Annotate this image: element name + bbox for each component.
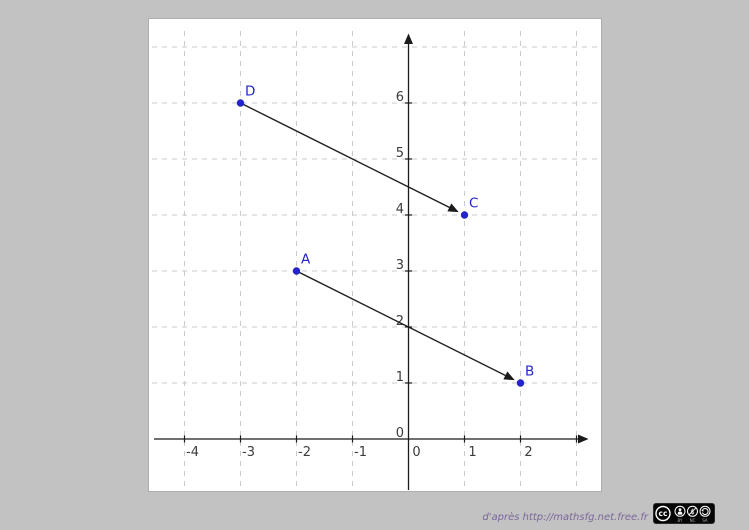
cc-license-badge[interactable]: cc BY $ NC SA — [653, 503, 715, 524]
x-tick-label: 1 — [468, 445, 476, 460]
cc-badge-graphic: cc BY $ NC SA — [653, 503, 715, 524]
vector-AB[interactable] — [296, 270, 515, 381]
x-tick-label: 0 — [412, 445, 420, 460]
point-label-C: C — [469, 196, 478, 212]
y-tick-label: 4 — [396, 202, 404, 217]
y-tick-label: 5 — [396, 146, 404, 161]
svg-text:cc: cc — [659, 509, 668, 518]
y-tick-label: 2 — [396, 314, 404, 329]
point-B[interactable] — [516, 379, 525, 387]
y-tick-label: 6 — [396, 90, 404, 105]
axis-ticks — [183, 102, 578, 443]
attribution-text: d'après http://mathsfg.net.free.fr — [482, 512, 648, 523]
point-label-D: D — [245, 84, 255, 100]
point-label-B: B — [525, 364, 534, 380]
cc-logo-icon: cc — [655, 505, 671, 522]
y-tick-label: 1 — [396, 370, 404, 385]
nc-no-dollar-icon: $ NC — [687, 505, 698, 523]
tick-labels: -4 -3 -2 -1 0 1 2 0 1 2 3 4 5 6 — [186, 90, 533, 460]
coordinate-plane: -4 -3 -2 -1 0 1 2 0 1 2 3 4 5 6 D C A B — [152, 31, 598, 490]
x-tick-label: -1 — [354, 445, 367, 460]
by-person-icon: BY — [674, 505, 686, 523]
point-C[interactable] — [460, 211, 469, 219]
svg-text:NC: NC — [690, 518, 696, 523]
sa-share-alike-icon: SA — [699, 505, 711, 523]
point-label-A: A — [301, 252, 311, 268]
y-tick-label: 0 — [396, 426, 404, 441]
y-tick-label: 3 — [396, 258, 404, 273]
svg-text:BY: BY — [678, 518, 684, 523]
x-tick-label: -4 — [186, 445, 199, 460]
point-D[interactable] — [236, 99, 245, 107]
point-A[interactable] — [292, 267, 301, 275]
grid — [152, 31, 598, 489]
x-tick-label: -3 — [242, 445, 255, 460]
vector-DC[interactable] — [240, 102, 459, 213]
x-tick-label: -2 — [298, 445, 311, 460]
graph-panel: -4 -3 -2 -1 0 1 2 0 1 2 3 4 5 6 D C A B — [148, 18, 602, 492]
x-tick-label: 2 — [524, 445, 532, 460]
svg-text:SA: SA — [702, 518, 708, 523]
